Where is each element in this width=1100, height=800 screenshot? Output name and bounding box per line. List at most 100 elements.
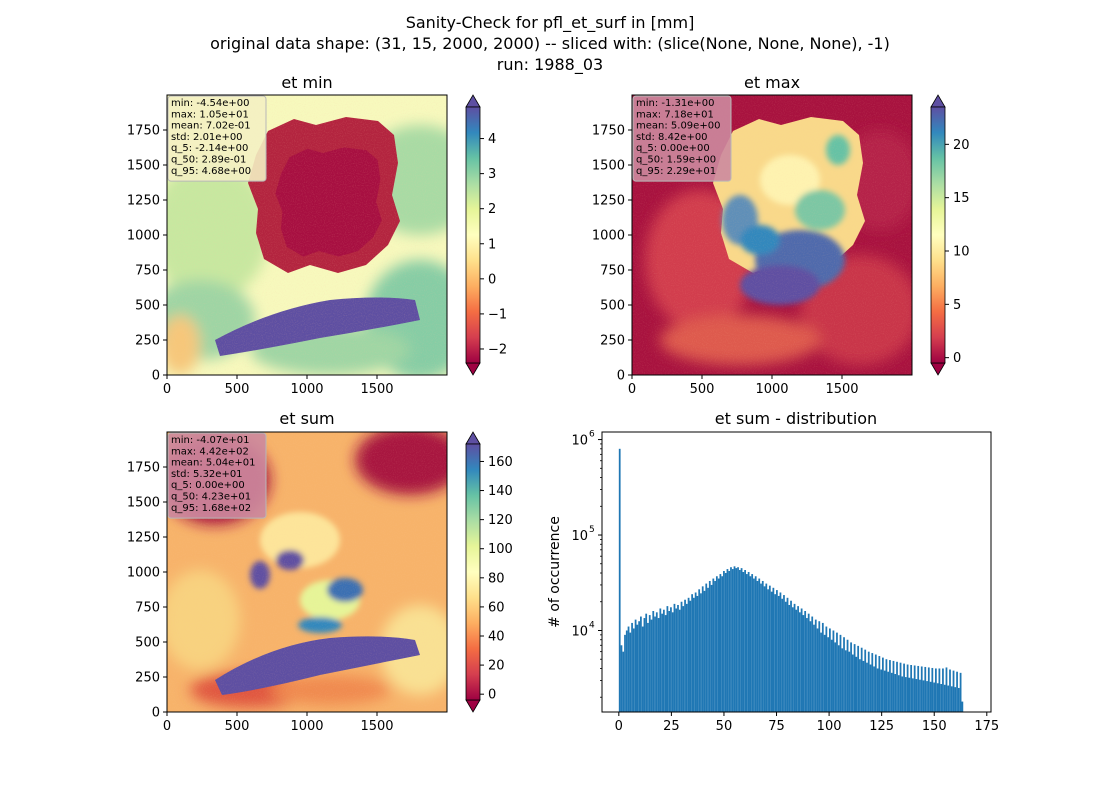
panel-et-sum-distribution: et sum - distribution 0 25 50 75 100 125 150 17…	[547, 409, 999, 734]
colorbar-extend-max	[465, 94, 481, 108]
histogram-bar	[765, 583, 768, 712]
histogram-bar	[753, 578, 755, 712]
x-tick-label: 1000	[755, 382, 788, 397]
histogram-bar	[776, 590, 778, 712]
stats-line: q_95: 2.29e+01	[636, 166, 716, 177]
y-axis-label-distribution: # of occurrence	[547, 516, 563, 628]
colorbar-tick-label: 0	[488, 688, 496, 703]
histogram-bar	[724, 573, 727, 712]
colorbar-tick-label: 5	[953, 298, 961, 313]
histogram-bar	[818, 621, 821, 712]
colorbar-tick-label: 0	[488, 272, 496, 287]
stats-line: max: 1.05e+01	[171, 109, 249, 120]
y-tick-label: 1750	[127, 461, 160, 476]
histogram-bar	[783, 595, 785, 712]
stats-box-background	[167, 95, 267, 182]
histogram-bar	[860, 647, 863, 712]
heatmap-et-max	[632, 95, 912, 375]
histogram-bar	[790, 600, 792, 712]
histogram-bar	[945, 667, 948, 712]
colorbar-tick-label: 1	[488, 237, 496, 252]
histogram-bar	[652, 611, 655, 712]
x-ticks-et-max: 0 500 1000 1500	[628, 375, 859, 397]
histogram-bar	[830, 639, 833, 712]
histogram-bar	[843, 637, 845, 712]
y-tick-label: 1000	[592, 229, 625, 244]
colorbar-tick-label: 20	[953, 138, 970, 153]
histogram-bar	[631, 622, 633, 712]
histogram-bar	[924, 666, 927, 712]
histogram-bar	[952, 670, 955, 712]
stats-line: mean: 7.02e-01	[171, 121, 251, 132]
histogram-bar	[878, 656, 881, 712]
histogram-bar	[814, 619, 817, 712]
histogram-bar	[717, 578, 720, 712]
histogram-bar	[885, 659, 888, 712]
histogram-bar	[850, 642, 852, 712]
histogram-bar	[855, 656, 858, 712]
y-tick-label: 0	[617, 369, 625, 384]
colorbar-et-sum: 0 20 40 60 80 100 120 140 160	[465, 431, 513, 713]
y-tick-label: 1250	[127, 194, 160, 209]
y-tick-label: 500	[135, 299, 160, 314]
histogram-bar	[866, 662, 868, 712]
histogram-bar	[829, 628, 831, 712]
histogram-bar	[678, 609, 681, 712]
histogram-bar	[908, 677, 911, 712]
histogram-bar	[793, 603, 796, 712]
x-tick-label: 500	[225, 719, 250, 734]
histogram-bar	[904, 677, 907, 712]
y-tick-label: 1500	[127, 496, 160, 511]
x-tick-label: 175	[974, 719, 999, 734]
y-tick-label: 1500	[592, 159, 625, 174]
y-tick-label: 0	[152, 706, 160, 721]
histogram-bar	[869, 664, 872, 712]
y-tick-label: 750	[600, 264, 625, 279]
y-tick-label: 500	[600, 299, 625, 314]
colorbar-tick-label: 2	[488, 202, 496, 217]
histogram-bar	[705, 583, 708, 712]
histogram-bar	[768, 585, 771, 712]
histogram-bar	[848, 651, 851, 712]
histogram-bar	[913, 665, 916, 712]
histogram-bar	[700, 593, 702, 712]
histogram-bar	[922, 680, 925, 712]
histogram-bar	[846, 639, 849, 712]
histogram-bar	[871, 653, 874, 712]
histogram-bar	[662, 609, 665, 712]
histogram-bar	[947, 685, 950, 712]
suptitle-line-2: original data shape: (31, 15, 2000, 2000…	[210, 34, 890, 53]
histogram-bar	[629, 632, 632, 712]
histogram-bar	[721, 576, 724, 712]
histogram-bar	[943, 684, 946, 712]
x-tick-label: 0	[628, 382, 636, 397]
histogram-bar	[754, 576, 757, 712]
x-tick-label: 150	[922, 719, 947, 734]
histogram-bar	[920, 666, 923, 712]
stats-line: min: -4.54e+00	[171, 98, 250, 109]
histogram-bar	[670, 607, 672, 712]
histogram-bar	[632, 628, 635, 712]
histogram-bar	[890, 672, 893, 712]
stats-line: std: 2.01e+00	[171, 132, 243, 143]
histogram-bar	[809, 621, 812, 712]
histogram-bar	[899, 662, 902, 712]
panel-title-distribution: et sum - distribution	[715, 409, 877, 428]
histogram-bar	[800, 608, 803, 712]
stats-line: std: 8.42e+00	[636, 132, 708, 143]
histogram-bar	[874, 654, 877, 712]
stats-line: q_5: -2.14e+00	[171, 143, 248, 154]
histogram-bar	[906, 664, 909, 712]
colorbar-tick-label: 20	[488, 659, 505, 674]
y-tick-label: 1750	[127, 124, 160, 139]
histogram-bar	[627, 626, 630, 712]
histogram-bar	[949, 669, 951, 712]
x-tick-label: 1500	[360, 719, 393, 734]
histogram-bar	[813, 624, 815, 712]
x-tick-label: 25	[663, 719, 680, 734]
histogram-bar	[751, 574, 754, 712]
histogram-bar	[894, 674, 897, 712]
colorbar-tick-label: 100	[488, 542, 513, 557]
colorbar-tick-label: 15	[953, 191, 970, 206]
